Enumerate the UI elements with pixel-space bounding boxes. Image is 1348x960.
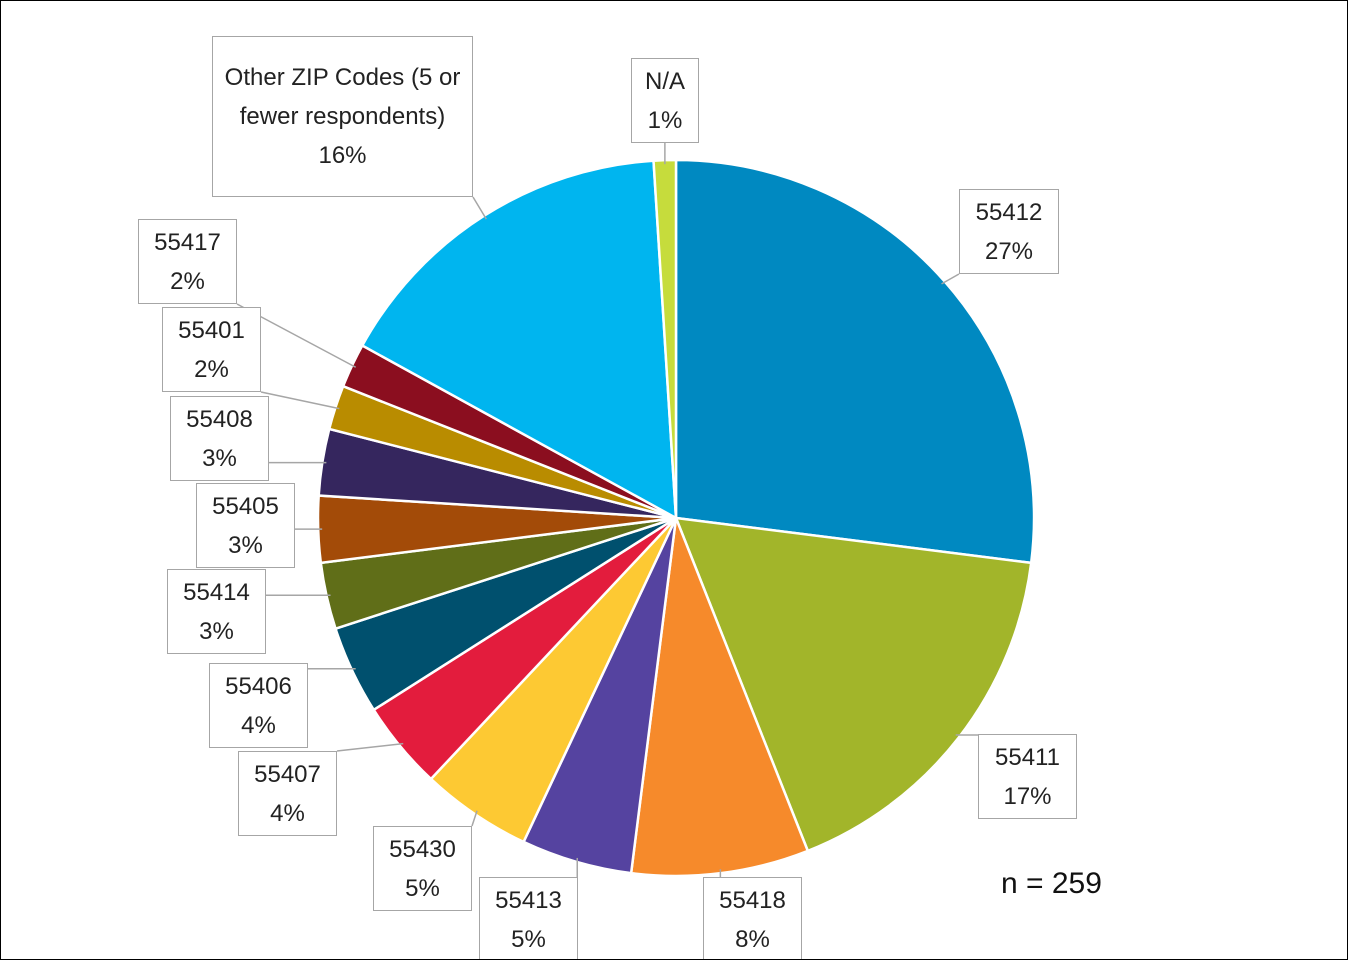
- label-value: 3%: [202, 444, 237, 472]
- label-category: 55417: [154, 228, 221, 256]
- label-value: 16%: [318, 142, 367, 169]
- label-category: N/A: [644, 67, 685, 95]
- label-category: 55414: [183, 578, 250, 606]
- data-label: N/A 1%: [631, 58, 699, 143]
- data-label: 55430 5%: [373, 826, 472, 911]
- label-value: 4%: [241, 711, 276, 739]
- label-value: 5%: [405, 874, 440, 902]
- label-category: 55412: [975, 198, 1043, 226]
- annotation: n = 259: [1001, 867, 1102, 900]
- data-label: 55413 5%: [479, 877, 578, 959]
- label-value: 27%: [984, 237, 1034, 265]
- label-value: 4%: [270, 799, 305, 827]
- label-value: 1%: [647, 106, 683, 134]
- data-label: Other ZIP Codes (5 or fewer respondents)…: [212, 36, 473, 197]
- label-category: 55430: [389, 835, 456, 863]
- label-value: 3%: [228, 531, 263, 559]
- label-value: 5%: [511, 926, 546, 953]
- label-category: 55406: [225, 672, 292, 700]
- label-category: 55411: [995, 743, 1060, 771]
- leader-line: [472, 196, 487, 220]
- data-label: 55406 4%: [209, 663, 308, 748]
- label-category: Other ZIP Codes (5 or fewer respondents): [224, 64, 461, 130]
- label-category: 55413: [495, 887, 562, 914]
- data-label: 55408 3%: [170, 396, 269, 481]
- leader-line: [941, 273, 960, 285]
- label-value: 17%: [1003, 782, 1052, 810]
- leader-line: [260, 391, 340, 410]
- data-label: 55414 3%: [167, 569, 266, 654]
- label-value: 3%: [199, 617, 234, 645]
- data-label: 55405 3%: [196, 483, 295, 568]
- label-category: 55405: [212, 492, 279, 520]
- data-label: 55417 2%: [138, 219, 237, 304]
- data-label: 55407 4%: [238, 751, 337, 836]
- label-value: 2%: [194, 355, 229, 383]
- data-label: 55418 8%: [703, 877, 802, 959]
- label-category: 55401: [178, 316, 245, 344]
- pie-slice: [674, 516, 1033, 853]
- pie-slice: [674, 158, 1036, 565]
- leader-line: [336, 742, 404, 752]
- label-value: 8%: [735, 926, 770, 953]
- data-label: 55411 17%: [978, 734, 1077, 819]
- label-category: 55418: [719, 887, 786, 914]
- label-category: 55408: [186, 405, 253, 433]
- leader-line: [471, 810, 478, 827]
- data-label: 55401 2%: [162, 307, 261, 392]
- label-category: 55407: [254, 760, 321, 788]
- label-value: 2%: [170, 267, 205, 295]
- data-label: 55412 27%: [959, 189, 1059, 274]
